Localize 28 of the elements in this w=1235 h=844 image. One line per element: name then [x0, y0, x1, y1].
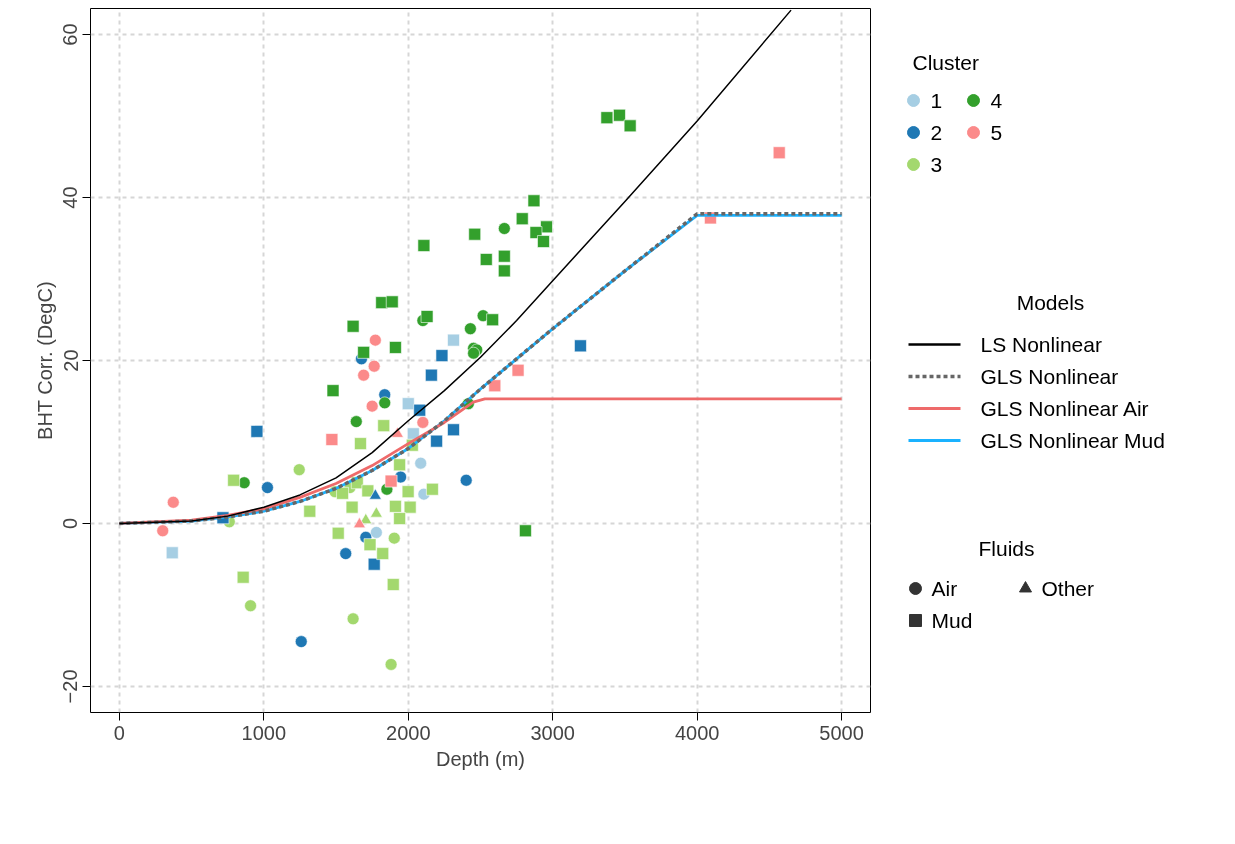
legend-label: 2 [930, 120, 943, 144]
legend-label: Air [931, 577, 958, 600]
legend-label: 3 [930, 152, 943, 176]
x-tick-label: 1000 [241, 721, 287, 744]
y-tick-label: −20 [59, 669, 82, 704]
x-tick-label: 0 [113, 721, 125, 744]
x-tick-label: 5000 [819, 721, 864, 744]
y-tick-label: 40 [59, 186, 82, 209]
legend-label: GLS Nonlinear Air [980, 397, 1149, 420]
y-axis-title: BHT Corr. (DegC) [33, 281, 56, 440]
legend-label: 4 [990, 88, 1003, 112]
legend-label: Other [1041, 577, 1095, 600]
legend-label: GLS Nonlinear [980, 365, 1119, 388]
legend-label: Mud [931, 609, 973, 632]
legend-label: 5 [990, 120, 1003, 144]
legend-label: LS Nonlinear [980, 333, 1102, 356]
legend-label: GLS Nonlinear Mud [980, 429, 1165, 452]
legend-label: 1 [930, 88, 943, 112]
y-tick-label: 60 [59, 23, 82, 46]
x-tick-label: 2000 [386, 721, 431, 744]
x-tick-label: 4000 [674, 721, 720, 744]
text: Fluids [978, 537, 1035, 560]
y-tick-label: 20 [59, 349, 82, 372]
text: Models [1016, 291, 1085, 314]
x-axis-title: Depth (m) [436, 747, 525, 770]
legend-title: Cluster [912, 51, 980, 74]
y-tick-label: 0 [59, 517, 82, 530]
x-tick-label: 3000 [530, 721, 575, 744]
